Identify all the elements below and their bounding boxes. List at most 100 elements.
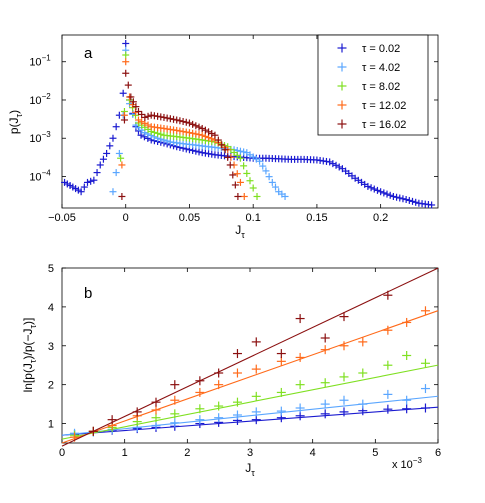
data-point bbox=[253, 192, 261, 200]
data-point bbox=[163, 114, 171, 122]
y-tick-label: 4 bbox=[48, 302, 54, 314]
data-point bbox=[132, 103, 140, 111]
data-point bbox=[137, 131, 145, 139]
data-point bbox=[295, 314, 305, 324]
x-tick-label: 0.05 bbox=[179, 212, 200, 224]
data-point bbox=[234, 192, 242, 200]
data-point bbox=[160, 113, 168, 121]
data-point bbox=[192, 130, 200, 138]
x-tick-label: 5 bbox=[372, 447, 378, 459]
series-a-1 bbox=[109, 46, 289, 200]
data-point bbox=[122, 51, 130, 59]
data-point bbox=[189, 120, 197, 128]
data-point bbox=[402, 317, 412, 327]
x-tick-label: −0.05 bbox=[48, 212, 76, 224]
panel-b-label: b bbox=[84, 285, 92, 302]
data-point bbox=[195, 376, 205, 386]
data-point bbox=[192, 122, 200, 130]
data-point bbox=[295, 403, 305, 413]
data-point bbox=[265, 173, 273, 181]
data-point bbox=[329, 160, 337, 168]
data-point bbox=[185, 119, 193, 127]
data-point bbox=[402, 351, 412, 360]
data-point bbox=[364, 182, 372, 190]
data-point bbox=[276, 349, 286, 359]
data-point bbox=[276, 387, 286, 397]
data-point bbox=[320, 333, 330, 343]
data-point bbox=[112, 169, 120, 177]
data-point bbox=[233, 170, 241, 178]
legend-marker bbox=[337, 43, 347, 53]
y-tick-label: 3 bbox=[48, 341, 54, 353]
data-point bbox=[236, 178, 244, 186]
data-point bbox=[134, 116, 142, 124]
data-point bbox=[240, 192, 248, 200]
data-point bbox=[99, 155, 107, 163]
data-point bbox=[232, 349, 242, 359]
legend-label: τ = 0.02 bbox=[362, 43, 400, 55]
data-point bbox=[232, 368, 242, 378]
data-point bbox=[214, 380, 224, 390]
data-point bbox=[326, 158, 334, 166]
data-point bbox=[214, 368, 224, 378]
data-point bbox=[185, 129, 193, 137]
data-point bbox=[251, 364, 261, 374]
data-point bbox=[170, 380, 180, 390]
data-point bbox=[151, 421, 161, 430]
x-tick-label: 0.15 bbox=[306, 212, 327, 224]
data-point bbox=[428, 201, 436, 209]
x-tick-label: 0.2 bbox=[373, 212, 388, 224]
panel-a: −0.05 0 0.05 0.1 0.15 0.2 10−4 10−3 10−2 10−1 a J… bbox=[7, 34, 439, 240]
data-point bbox=[198, 131, 206, 139]
data-point bbox=[122, 58, 130, 66]
legend-box bbox=[317, 34, 429, 136]
data-point bbox=[170, 395, 180, 405]
x-tick-label: 0.1 bbox=[246, 212, 261, 224]
data-point bbox=[389, 192, 397, 200]
data-point bbox=[268, 178, 276, 186]
data-point bbox=[399, 195, 407, 203]
data-point bbox=[192, 147, 200, 155]
panel-b: 0 1 2 3 4 5 6 1 2 3 4 5 b Jτ x 10−3 ln[p(Jτ)/p(−Jτ)… bbox=[21, 263, 441, 478]
data-point bbox=[295, 352, 305, 362]
y-tick-label: 10−2 bbox=[29, 92, 51, 107]
legend-label: τ = 4.02 bbox=[362, 62, 400, 74]
data-point bbox=[218, 141, 226, 149]
data-point bbox=[320, 399, 330, 409]
data-point bbox=[224, 153, 232, 161]
data-point bbox=[122, 69, 130, 77]
panel-a-legend: τ = 0.02 τ = 4.02 τ = 8.02 τ = 12.02 τ = 16.… bbox=[317, 34, 429, 136]
data-point bbox=[103, 149, 111, 157]
data-point bbox=[144, 112, 152, 120]
data-point bbox=[402, 395, 412, 405]
data-point bbox=[214, 413, 224, 423]
data-point bbox=[295, 380, 305, 390]
data-point bbox=[151, 397, 161, 407]
data-point bbox=[335, 163, 343, 171]
panel-b-ylabel: ln[p(Jτ)/p(−Jτ)] bbox=[21, 318, 38, 393]
data-point bbox=[339, 395, 349, 405]
data-point bbox=[373, 186, 381, 194]
data-point bbox=[77, 188, 85, 196]
panel-a-ylabel: p(Jτ) bbox=[7, 110, 24, 134]
data-point bbox=[107, 415, 117, 425]
legend-marker bbox=[337, 100, 347, 110]
data-point bbox=[134, 107, 142, 115]
data-point bbox=[339, 407, 349, 417]
data-point bbox=[236, 147, 244, 155]
data-point bbox=[295, 411, 305, 421]
fit-line bbox=[61, 310, 439, 444]
data-point bbox=[420, 403, 430, 413]
data-point bbox=[214, 136, 222, 144]
legend-marker bbox=[337, 81, 347, 91]
data-point bbox=[214, 401, 224, 411]
data-point bbox=[83, 178, 91, 186]
y-tick-label: 1 bbox=[48, 419, 54, 431]
data-point bbox=[93, 169, 101, 177]
data-point bbox=[132, 407, 142, 417]
data-point bbox=[405, 196, 413, 204]
data-point bbox=[80, 183, 88, 191]
data-point bbox=[420, 306, 430, 316]
data-point bbox=[358, 399, 368, 409]
